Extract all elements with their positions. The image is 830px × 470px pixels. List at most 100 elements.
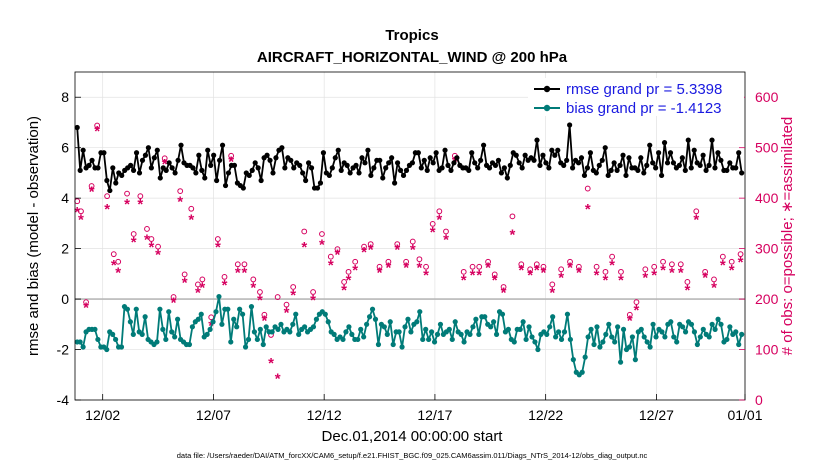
obs-assimilated-marker: * — [341, 282, 347, 299]
rmse-point — [516, 160, 522, 166]
x-tick-label: 12/17 — [417, 407, 452, 423]
obs-assimilated-marker: * — [275, 370, 281, 387]
rmse-point — [371, 165, 377, 171]
bias-point — [375, 341, 382, 348]
legend-box — [528, 78, 744, 116]
bias-point — [674, 339, 680, 345]
obs-possible-marker — [137, 193, 144, 200]
rmse-point — [593, 170, 599, 176]
bias-point — [225, 306, 231, 312]
rmse-point — [288, 157, 294, 163]
obs-assimilated-marker: * — [738, 254, 744, 271]
bias-point — [228, 339, 234, 345]
rmse-point — [154, 147, 160, 153]
obs-possible-marker — [78, 208, 84, 215]
rmse-point — [498, 170, 505, 176]
legend-bias-marker — [543, 104, 551, 112]
obs-assimilated-marker: * — [461, 272, 467, 289]
bias-point — [591, 341, 597, 348]
rmse-point — [205, 147, 211, 153]
rmse-point — [614, 167, 620, 173]
rmse-point — [575, 160, 582, 166]
bias-point — [449, 336, 455, 343]
bias-point — [414, 319, 420, 325]
bias-point — [588, 326, 594, 332]
bias-point — [733, 329, 739, 335]
bias-point — [219, 321, 225, 327]
bias-point — [526, 324, 532, 330]
obs-possible-marker — [110, 251, 117, 258]
obs-count-series: ************* ************* **************… — [74, 122, 744, 387]
bias-point — [322, 311, 328, 317]
bias-point — [493, 331, 500, 337]
y-right-tick-label: 0 — [755, 392, 763, 408]
bias-point — [629, 334, 636, 340]
rmse-point — [656, 150, 662, 156]
obs-possible-marker — [500, 284, 507, 290]
rmse-point — [344, 162, 350, 168]
obs-possible-marker — [626, 311, 633, 318]
bias-point — [558, 336, 565, 343]
rmse-point — [338, 167, 344, 173]
rmse-point — [513, 152, 519, 158]
bias-point — [603, 331, 609, 337]
obs-assimilated-marker: * — [534, 262, 540, 279]
bias-point — [296, 331, 302, 337]
bias-point — [446, 326, 452, 332]
bias-point — [402, 324, 408, 330]
bias-point — [130, 331, 136, 337]
rmse-point — [495, 157, 502, 163]
obs-possible-marker — [88, 183, 95, 189]
rmse-point — [297, 162, 303, 168]
rmse-point — [584, 165, 591, 171]
bias-point — [387, 319, 393, 325]
rmse-point — [546, 165, 552, 171]
rmse-point — [74, 124, 80, 131]
rmse-point — [605, 172, 611, 179]
bias-point — [467, 331, 473, 337]
bias-point — [739, 331, 745, 337]
rmse-point — [733, 165, 739, 171]
bias-point — [260, 341, 266, 348]
bias-point — [694, 341, 700, 348]
rmse-point — [486, 165, 493, 171]
bias-point — [207, 326, 213, 332]
rmse-point — [653, 165, 659, 171]
obs-assimilated-marker: * — [642, 269, 648, 286]
bias-point — [346, 324, 352, 330]
obs-possible-marker — [549, 281, 556, 288]
bias-point — [313, 316, 320, 322]
obs-possible-marker — [684, 279, 691, 285]
obs-assimilated-marker: * — [541, 264, 547, 281]
bias-point — [659, 329, 665, 335]
bias-point — [499, 311, 506, 317]
rmse-point — [128, 162, 134, 168]
rmse-point — [80, 147, 86, 153]
rmse-point — [300, 170, 306, 176]
obs-possible-marker — [737, 251, 744, 258]
obs-assimilated-marker: * — [527, 267, 533, 284]
obs-assimilated-marker: * — [518, 262, 524, 279]
bias-point — [606, 321, 612, 327]
rmse-point — [635, 167, 641, 173]
obs-assimilated-marker: * — [423, 267, 429, 284]
obs-possible-marker — [104, 193, 111, 200]
rmse-point — [697, 162, 703, 168]
rmse-point — [172, 170, 178, 176]
bias-point — [431, 339, 438, 345]
rmse-point — [252, 160, 258, 166]
bias-point — [139, 331, 145, 337]
legend-rmse-text: rmse grand pr = 5.3398 — [566, 81, 722, 98]
obs-possible-marker — [436, 208, 443, 215]
rmse-point — [555, 147, 561, 153]
bias-point — [434, 331, 441, 337]
rmse-point — [175, 157, 181, 163]
obs-assimilated-marker: * — [131, 234, 137, 251]
bias-point — [372, 316, 379, 322]
bias-point — [600, 339, 606, 345]
rmse-point — [409, 160, 416, 166]
obs-assimilated-marker: * — [711, 279, 717, 296]
obs-possible-marker — [527, 266, 534, 273]
bias-point — [237, 306, 243, 312]
